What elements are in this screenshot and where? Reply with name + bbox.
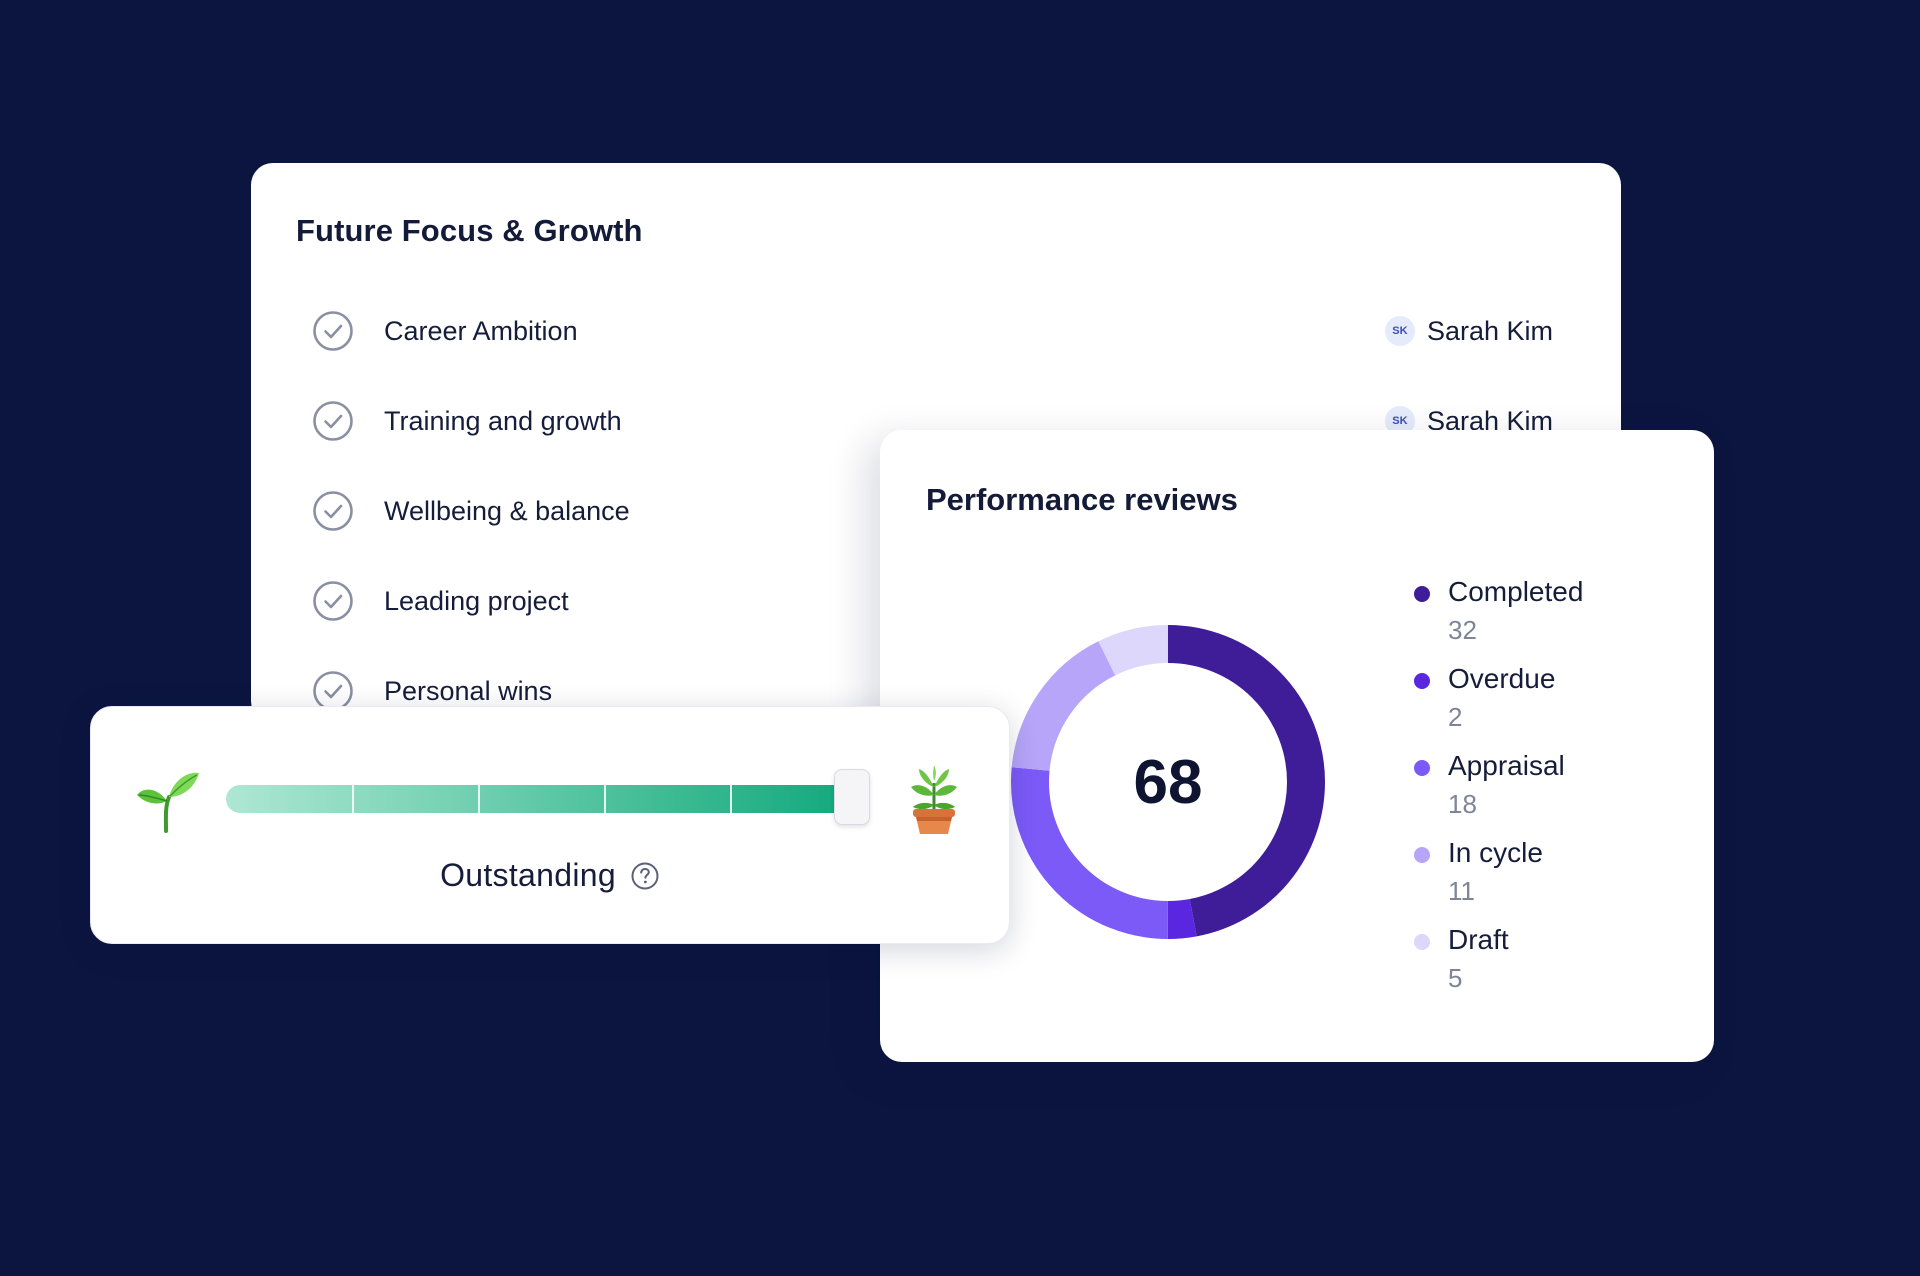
rating-tick	[730, 785, 732, 813]
rating-card: Outstanding	[90, 706, 1010, 944]
focus-item-label: Personal wins	[384, 676, 553, 706]
legend-dot	[1414, 586, 1430, 602]
legend-label: Completed	[1448, 576, 1584, 607]
legend-dot	[1414, 760, 1430, 776]
focus-item-career-ambition[interactable]: Career Ambition SK Sarah Kim	[312, 310, 1621, 400]
donut-slice-appraisal[interactable]	[1011, 625, 1325, 939]
legend-label: Overdue	[1448, 663, 1556, 694]
focus-item-wellbeing-balance[interactable]: Wellbeing & balance	[312, 490, 1621, 580]
focus-card-title: Future Focus & Growth	[296, 213, 643, 248]
check-circle-icon	[312, 490, 354, 532]
legend-label: Appraisal	[1448, 750, 1565, 781]
legend-item-in-cycle[interactable]: In cycle 11	[1414, 835, 1583, 922]
legend-value: 18	[1448, 789, 1477, 819]
legend-item-overdue[interactable]: Overdue 2	[1414, 661, 1583, 748]
legend-value: 2	[1448, 702, 1463, 732]
legend-dot	[1414, 934, 1430, 950]
rating-caption: Outstanding	[91, 857, 1009, 894]
performance-donut-chart: 68	[1010, 624, 1326, 940]
rating-tick	[604, 785, 606, 813]
rating-tick	[352, 785, 354, 813]
performance-title: Performance reviews	[926, 482, 1238, 517]
check-circle-icon	[312, 310, 354, 352]
legend-item-draft[interactable]: Draft 5	[1414, 922, 1583, 1009]
rating-slider-fill	[226, 785, 856, 813]
donut-total: 68	[1133, 747, 1203, 817]
legend-dot	[1414, 847, 1430, 863]
donut-svg	[1011, 625, 1325, 939]
rating-slider-handle[interactable]	[834, 769, 870, 825]
legend-value: 11	[1448, 876, 1475, 906]
focus-list: Career Ambition SK Sarah Kim Training an…	[312, 310, 1621, 723]
donut-slice-overdue[interactable]	[1011, 625, 1325, 939]
rating-slider-track[interactable]	[226, 785, 856, 813]
donut-slice-draft[interactable]	[1011, 625, 1325, 939]
focus-item-label: Leading project	[384, 586, 569, 616]
focus-item-leading-project[interactable]: Leading project	[312, 580, 1621, 670]
focus-item-personal-wins[interactable]: Personal wins	[312, 670, 1621, 723]
focus-item-label: Career Ambition	[384, 316, 578, 346]
focus-item-training-and-growth[interactable]: Training and growth SK Sarah Kim	[312, 400, 1621, 490]
focus-item-label: Wellbeing & balance	[384, 496, 630, 526]
check-circle-icon	[312, 400, 354, 442]
rating-label: Outstanding	[440, 857, 616, 893]
potted-plant-icon	[903, 765, 965, 835]
legend-item-completed[interactable]: Completed 32	[1414, 574, 1583, 661]
legend-value: 5	[1448, 963, 1463, 993]
check-circle-icon	[312, 580, 354, 622]
seedling-icon	[135, 767, 201, 833]
legend-dot	[1414, 673, 1430, 689]
performance-legend: Completed 32 Overdue 2 Appraisal 18 In c…	[1414, 574, 1583, 1009]
legend-label: Draft	[1448, 924, 1509, 955]
legend-item-appraisal[interactable]: Appraisal 18	[1414, 748, 1583, 835]
avatar: SK	[1384, 316, 1415, 346]
legend-value: 32	[1448, 615, 1477, 645]
rating-tick	[478, 785, 480, 813]
help-circle-icon[interactable]	[630, 861, 660, 891]
legend-label: In cycle	[1448, 837, 1543, 868]
owner-name: Sarah Kim	[1426, 315, 1553, 346]
performance-reviews-card: Performance reviews 68 Completed 32 Over…	[880, 430, 1714, 1062]
focus-item-label: Training and growth	[384, 406, 622, 436]
owner: SK Sarah Kim	[1384, 310, 1553, 352]
